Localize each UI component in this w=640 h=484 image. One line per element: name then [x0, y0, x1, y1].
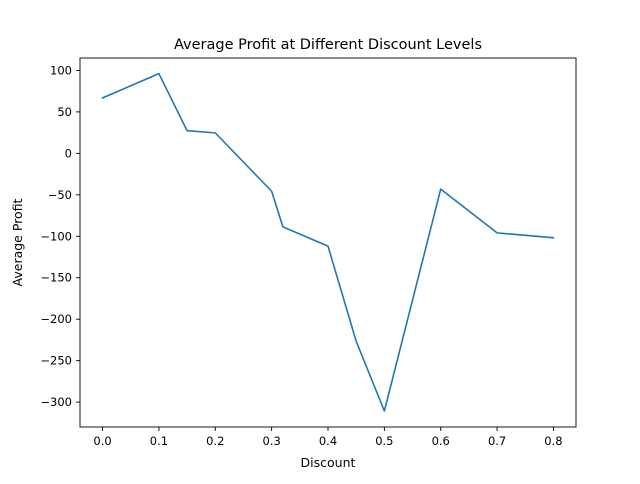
x-tick-label: 0.1: [150, 434, 168, 448]
y-tick-label: −200: [40, 312, 72, 326]
x-tick-label: 0.0: [93, 434, 111, 448]
x-tick-label: 0.8: [544, 434, 562, 448]
x-tick-label: 0.3: [262, 434, 280, 448]
y-tick-label: −50: [48, 188, 72, 202]
x-tick-label: 0.5: [375, 434, 393, 448]
y-tick-label: −300: [40, 395, 72, 409]
x-axis-label: Discount: [301, 455, 356, 470]
y-tick-label: −150: [40, 271, 72, 285]
y-tick-label: −250: [40, 354, 72, 368]
y-tick-label: 100: [50, 63, 72, 77]
y-tick-label: −100: [40, 229, 72, 243]
x-axis: 0.0 0.1 0.2 0.3 0.4 0.5 0.6 0.7 0.8: [93, 427, 563, 448]
plot-area: [79, 57, 577, 428]
x-tick-label: 0.6: [432, 434, 450, 448]
y-axis: 100 50 0 −50 −100 −150 −200 −250 −300: [40, 63, 80, 409]
x-tick-label: 0.7: [488, 434, 506, 448]
x-tick-label: 0.2: [206, 434, 224, 448]
chart-title: Average Profit at Different Discount Lev…: [174, 37, 482, 53]
series-layer: [101, 72, 555, 412]
series-line: [101, 72, 555, 412]
y-tick-label: 0: [65, 146, 72, 160]
y-tick-label: 50: [57, 105, 72, 119]
x-tick-label: 0.4: [319, 434, 337, 448]
y-axis-label: Average Profit: [10, 198, 25, 286]
